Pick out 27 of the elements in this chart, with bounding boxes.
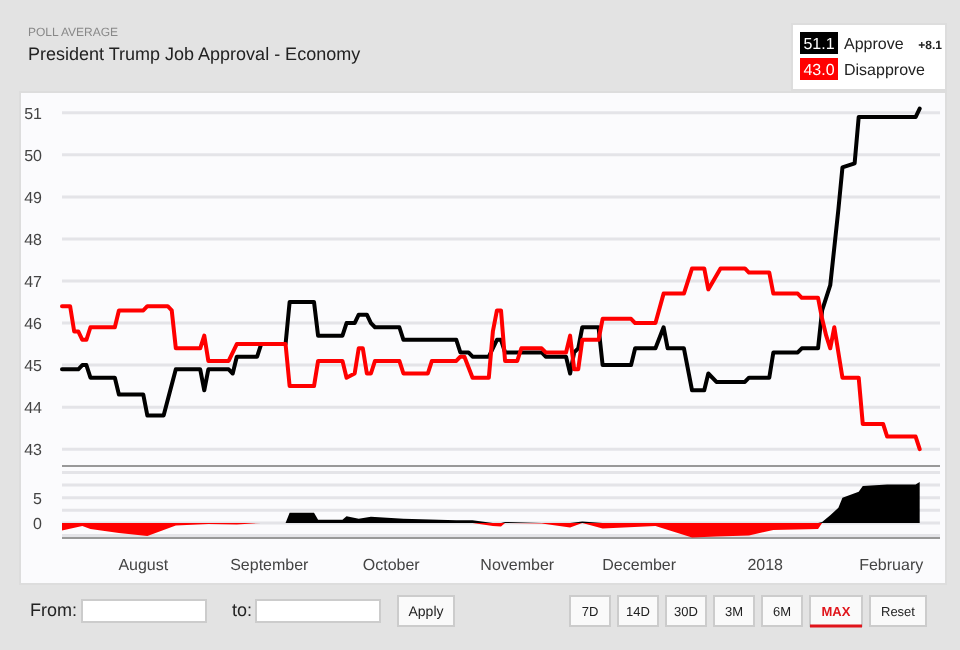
x-tick-label: 2018 <box>747 556 785 574</box>
y-tick-label: 43 <box>24 441 44 460</box>
x-tick-label: September <box>230 556 310 574</box>
legend-label: Approve <box>844 35 905 53</box>
x-tick-label: October <box>362 556 421 574</box>
y-tick-label: 51 <box>24 104 44 123</box>
x-tick-label: December <box>602 556 677 574</box>
line-series <box>60 266 922 452</box>
text: 51.1 <box>803 35 836 53</box>
x-tick-label: February <box>859 556 924 574</box>
x-tick-label: August <box>118 556 170 574</box>
y-tick-label: 50 <box>24 146 44 165</box>
y-tick-label: 0 <box>33 514 44 533</box>
y-tick-label: 44 <box>24 399 44 418</box>
y-tick-label: 49 <box>24 188 44 207</box>
legend-label: Disapprove <box>844 61 927 79</box>
text: 43.0 <box>803 61 836 79</box>
x-tick-label: November <box>480 556 555 574</box>
text: From: <box>30 600 77 620</box>
text: to: <box>232 600 253 620</box>
chart-title: President Trump Job Approval - Economy <box>28 44 362 64</box>
y-tick-label: 5 <box>33 489 44 508</box>
y-tick-label: 48 <box>24 230 44 249</box>
y-tick-label: 45 <box>24 357 44 376</box>
line-series <box>60 106 922 418</box>
y-tick-label: 47 <box>24 273 44 291</box>
y-tick-label: 46 <box>24 315 44 334</box>
